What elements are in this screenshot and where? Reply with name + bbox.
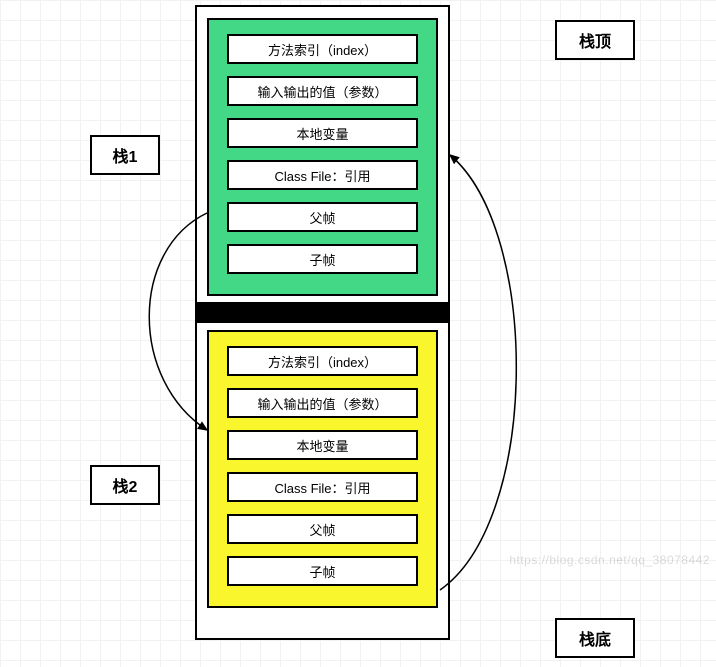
- label-stack-top: 栈顶: [555, 20, 635, 60]
- arrow-child-to-top: [440, 155, 516, 590]
- label-stack2: 栈2: [90, 465, 160, 505]
- label-stack-top-text: 栈顶: [579, 28, 611, 52]
- label-stack-bottom-text: 栈底: [579, 626, 611, 650]
- frame1-slot-2: 本地变量: [227, 118, 418, 148]
- frame2-slot-0-text: 方法索引（index）: [268, 352, 377, 371]
- label-stack2-text: 栈2: [113, 473, 138, 497]
- watermark-text: https://blog.csdn.net/qq_38078442: [509, 553, 710, 567]
- frame1-slot-0: 方法索引（index）: [227, 34, 418, 64]
- label-stack-bottom: 栈底: [555, 618, 635, 658]
- frame2-slot-2-text: 本地变量: [296, 436, 348, 455]
- frame1-slot-5-text: 子帧: [309, 250, 335, 269]
- frame2-slot-3-text: Class File：引用: [274, 478, 370, 497]
- label-stack1-text: 栈1: [113, 143, 138, 167]
- stack-frame-1: 方法索引（index） 输入输出的值（参数） 本地变量 Class File：引用父帧…: [207, 18, 438, 296]
- label-stack1: 栈1: [90, 135, 160, 175]
- frame1-slot-3: Class File：引用: [227, 160, 418, 190]
- frame2-slot-4: 父帧: [227, 514, 418, 544]
- frame2-slot-1-text: 输入输出的值（参数）: [257, 394, 387, 413]
- frame1-slot-3-text: Class File：引用: [274, 166, 370, 185]
- frame2-slot-2: 本地变量: [227, 430, 418, 460]
- stack-frame-2: 方法索引（index） 输入输出的值（参数） 本地变量 Class File：引用父帧…: [207, 330, 438, 608]
- frame1-slot-5: 子帧: [227, 244, 418, 274]
- frame1-slot-2-text: 本地变量: [296, 124, 348, 143]
- stack-divider: [197, 302, 448, 323]
- frame1-slot-4: 父帧: [227, 202, 418, 232]
- frame2-slot-5-text: 子帧: [309, 562, 335, 581]
- frame2-slot-3: Class File：引用: [227, 472, 418, 502]
- frame1-slot-0-text: 方法索引（index）: [268, 40, 377, 59]
- frame2-slot-4-text: 父帧: [309, 520, 335, 539]
- frame2-slot-0: 方法索引（index）: [227, 346, 418, 376]
- frame1-slot-4-text: 父帧: [309, 208, 335, 227]
- frame1-slot-1: 输入输出的值（参数）: [227, 76, 418, 106]
- frame2-slot-5: 子帧: [227, 556, 418, 586]
- frame2-slot-1: 输入输出的值（参数）: [227, 388, 418, 418]
- frame1-slot-1-text: 输入输出的值（参数）: [257, 82, 387, 101]
- watermark: https://blog.csdn.net/qq_38078442: [509, 553, 710, 567]
